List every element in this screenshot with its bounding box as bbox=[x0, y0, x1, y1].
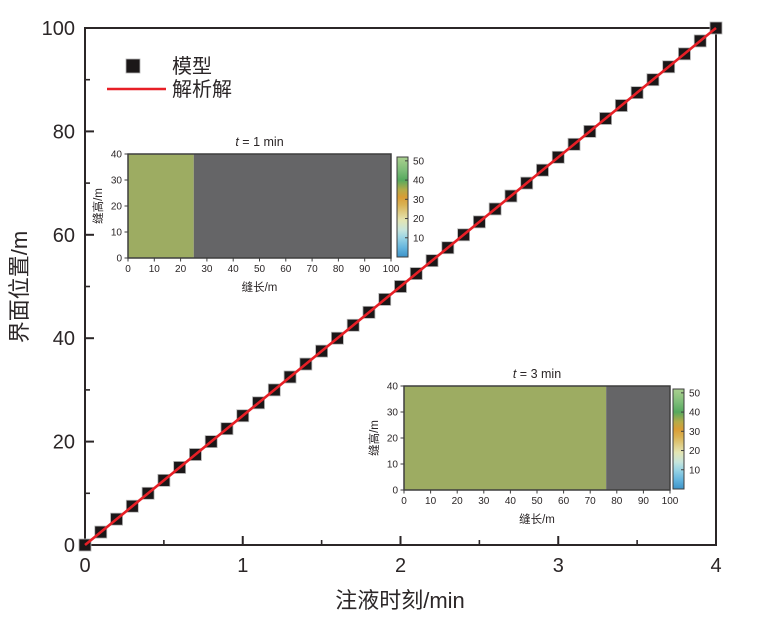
inset-x-tick-label: 50 bbox=[531, 496, 543, 507]
x-tick-label: 2 bbox=[395, 555, 406, 577]
inset-x-tick-label: 20 bbox=[175, 264, 187, 275]
inset-title: t = 1 min bbox=[235, 135, 283, 149]
inset-y-tick-label: 10 bbox=[387, 460, 399, 471]
colorbar bbox=[672, 388, 685, 490]
inset-x-tick-label: 0 bbox=[125, 264, 131, 275]
x-tick-label: 1 bbox=[237, 555, 248, 577]
inset-x-tick-label: 50 bbox=[254, 264, 266, 275]
inset-y-axis-title: 缝高/m bbox=[91, 188, 105, 224]
inset-x-tick-label: 70 bbox=[307, 264, 319, 275]
legend-marker-square-icon bbox=[125, 58, 141, 74]
colorbar-tick-label: 40 bbox=[689, 408, 701, 419]
inset-y-axis-title: 缝高/m bbox=[367, 420, 381, 456]
inset-t3min: t = 3 min 0 10 20 30 40 50 60 70 80 90 100 0 10 20 30 40… bbox=[367, 367, 701, 526]
inset-x-tick-label: 100 bbox=[383, 264, 400, 275]
x-tick-label: 3 bbox=[553, 555, 564, 577]
colorbar bbox=[396, 156, 409, 258]
y-tick-label: 60 bbox=[53, 225, 75, 247]
inset-y-tick-label: 10 bbox=[111, 228, 123, 239]
inset-y-tick-label: 20 bbox=[387, 434, 399, 445]
colorbar-tick-label: 50 bbox=[413, 156, 425, 167]
inset-x-tick-label: 90 bbox=[638, 496, 650, 507]
inset-y-tick-label: 20 bbox=[111, 202, 123, 213]
legend-label-model: 模型 bbox=[172, 55, 212, 78]
y-tick-label: 40 bbox=[53, 328, 75, 350]
inset-x-axis-title: 缝长/m bbox=[242, 280, 278, 294]
legend-label-analytic: 解析解 bbox=[172, 78, 232, 101]
colorbar-tick-label: 10 bbox=[413, 233, 425, 244]
inset-x-tick-label: 60 bbox=[558, 496, 570, 507]
inset-y-tick-label: 30 bbox=[387, 408, 399, 419]
y-tick-label: 80 bbox=[53, 121, 75, 143]
inset-y-tick-label: 30 bbox=[111, 176, 123, 187]
inset-x-tick-label: 20 bbox=[452, 496, 464, 507]
y-axis-title: 界面位置/m bbox=[7, 231, 32, 343]
analytic-line bbox=[84, 26, 717, 547]
inset-x-tick-label: 30 bbox=[478, 496, 490, 507]
x-axis-title: 注液时刻/min bbox=[335, 588, 465, 613]
filled-region bbox=[404, 386, 607, 490]
colorbar-tick-label: 10 bbox=[689, 465, 701, 476]
colorbar-tick-label: 20 bbox=[413, 214, 425, 225]
filled-region bbox=[128, 154, 194, 258]
inset-y-tick-label: 40 bbox=[111, 150, 123, 161]
inset-x-tick-label: 30 bbox=[201, 264, 213, 275]
colorbar-tick-label: 50 bbox=[689, 388, 701, 399]
inset-x-tick-label: 60 bbox=[280, 264, 292, 275]
x-tick-label: 4 bbox=[710, 555, 721, 577]
inset-x-axis-title: 缝长/m bbox=[519, 512, 555, 526]
inset-x-tick-label: 80 bbox=[611, 496, 623, 507]
empty-region bbox=[606, 386, 670, 490]
inset-y-tick-label: 0 bbox=[392, 486, 398, 497]
y-tick-label: 100 bbox=[42, 18, 75, 40]
colorbar-tick-label: 20 bbox=[689, 446, 701, 457]
inset-x-tick-label: 90 bbox=[359, 264, 371, 275]
colorbar-tick-label: 30 bbox=[413, 195, 425, 206]
inset-x-tick-label: 100 bbox=[662, 496, 679, 507]
y-tick-label: 20 bbox=[53, 432, 75, 454]
inset-y-tick-label: 0 bbox=[116, 254, 122, 265]
empty-region bbox=[193, 154, 391, 258]
colorbar-tick-label: 40 bbox=[413, 176, 425, 187]
inset-x-tick-label: 10 bbox=[425, 496, 437, 507]
x-tick-label: 0 bbox=[79, 555, 90, 577]
inset-x-tick-label: 80 bbox=[333, 264, 345, 275]
inset-x-tick-label: 0 bbox=[401, 496, 407, 507]
inset-x-tick-label: 10 bbox=[149, 264, 161, 275]
inset-x-tick-label: 40 bbox=[228, 264, 240, 275]
y-tick-label: 0 bbox=[64, 535, 75, 557]
inset-t1min: t = 1 min 0 10 20 30 40 50 60 70 80 90 100 0 10 20 30 40… bbox=[91, 135, 425, 294]
legend: 模型 解析解 bbox=[107, 55, 232, 101]
colorbar-tick-label: 30 bbox=[689, 427, 701, 438]
inset-title: t = 3 min bbox=[513, 367, 561, 381]
inset-x-tick-label: 70 bbox=[585, 496, 597, 507]
inset-x-tick-label: 40 bbox=[505, 496, 517, 507]
inset-y-tick-label: 40 bbox=[387, 382, 399, 393]
